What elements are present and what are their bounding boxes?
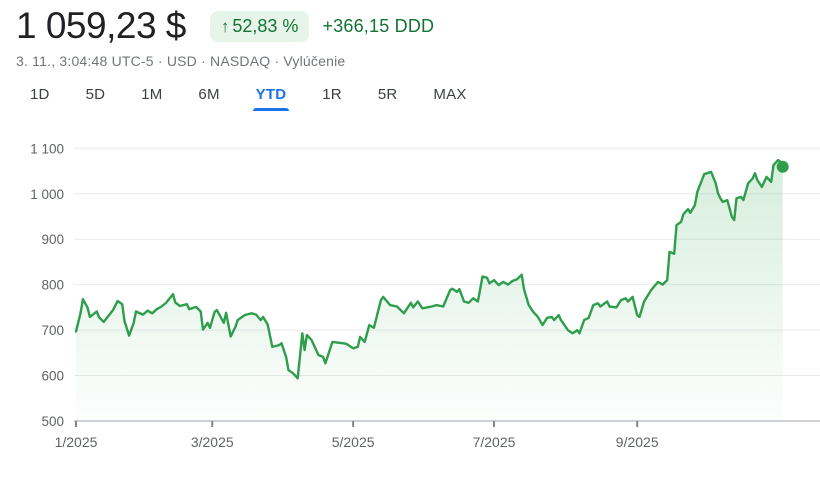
change-percent-value: 52,83 %: [232, 15, 299, 36]
price-row: 1 059,23 $ ↑ 52,83 % +366,15 DDD: [16, 4, 434, 48]
arrow-up-icon: ↑: [220, 16, 230, 36]
svg-text:7/2025: 7/2025: [473, 434, 516, 450]
tab-1d[interactable]: 1D: [30, 86, 50, 103]
tab-max[interactable]: MAX: [433, 86, 467, 103]
change-absolute: +366,15 DDD: [322, 15, 435, 36]
quote-header: 1 059,23 $ ↑ 52,83 % +366,15 DDD 3. 11.,…: [16, 4, 434, 69]
svg-text:800: 800: [41, 278, 64, 293]
time-range-tabs: 1D 5D 1M 6M YTD 1R 5R MAX: [30, 86, 467, 111]
tab-ytd[interactable]: YTD: [252, 86, 289, 111]
svg-text:5/2025: 5/2025: [332, 434, 375, 450]
tab-1m[interactable]: 1M: [141, 86, 163, 103]
svg-text:1 100: 1 100: [30, 141, 64, 156]
svg-text:3/2025: 3/2025: [191, 434, 234, 450]
stock-price: 1 059,23 $: [16, 5, 186, 46]
tab-5d[interactable]: 5D: [85, 86, 106, 103]
svg-text:900: 900: [41, 232, 64, 247]
tab-1r[interactable]: 1R: [322, 86, 342, 103]
quote-meta-text: 3. 11., 3:04:48 UTC-5 · USD · NASDAQ ·: [16, 53, 284, 69]
svg-text:9/2025: 9/2025: [616, 434, 659, 450]
svg-text:700: 700: [41, 323, 64, 338]
tab-5r[interactable]: 5R: [377, 86, 398, 103]
disclaimer-link[interactable]: Vylúčenie: [283, 53, 346, 69]
svg-text:1/2025: 1/2025: [55, 434, 98, 450]
svg-text:600: 600: [41, 369, 64, 384]
change-percent-badge: ↑ 52,83 %: [209, 10, 310, 42]
quote-meta: 3. 11., 3:04:48 UTC-5 · USD · NASDAQ · V…: [16, 53, 434, 69]
svg-text:500: 500: [41, 414, 64, 429]
tab-6m[interactable]: 6M: [198, 86, 220, 103]
svg-text:1 000: 1 000: [30, 187, 64, 202]
